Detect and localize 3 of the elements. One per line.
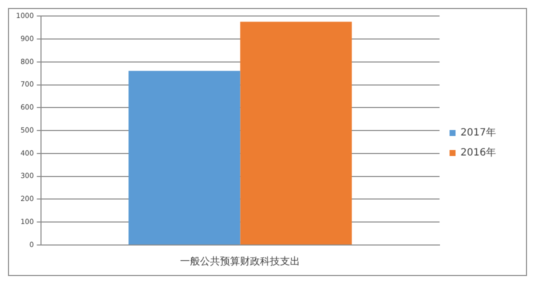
legend-label: 2017年	[460, 126, 496, 139]
x-tick-label: 一般公共预算财政科技支出	[180, 256, 300, 268]
legend-label: 2016年	[460, 146, 496, 159]
